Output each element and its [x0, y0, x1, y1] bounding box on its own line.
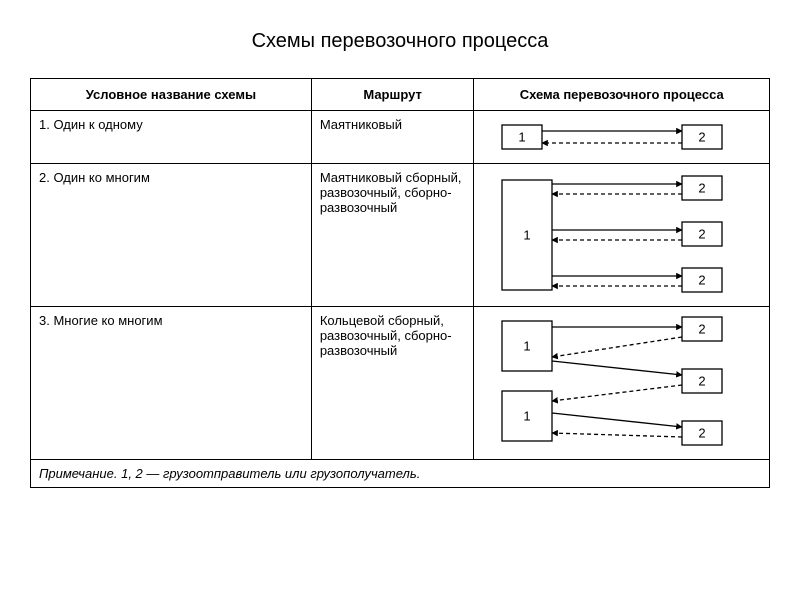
schemes-table: Условное название схемы Маршрут Схема пе…: [30, 78, 770, 488]
svg-text:2: 2: [699, 374, 706, 389]
page-title: Схемы перевозочного процесса: [30, 30, 770, 53]
route-type: Кольцевой сборный, развозочный, сборно-р…: [311, 307, 474, 460]
svg-text:2: 2: [699, 273, 706, 288]
diagram-cell: 12: [474, 111, 770, 164]
svg-text:2: 2: [699, 130, 706, 145]
table-header-row: Условное название схемы Маршрут Схема пе…: [31, 79, 770, 111]
note-text: Примечание. 1, 2 — грузоотправитель или …: [31, 460, 770, 488]
table-row: 3. Многие ко многимКольцевой сборный, ра…: [31, 307, 770, 460]
svg-text:2: 2: [699, 322, 706, 337]
svg-text:1: 1: [524, 339, 531, 354]
col-header-route: Маршрут: [311, 79, 474, 111]
col-header-name: Условное название схемы: [31, 79, 312, 111]
diagram-one-to-many: 1 2 2 2: [482, 170, 742, 300]
diagram-cell: 1 1 2 2 2: [474, 307, 770, 460]
scheme-name: 2. Один ко многим: [31, 164, 312, 307]
col-header-diagram: Схема перевозочного процесса: [474, 79, 770, 111]
svg-text:2: 2: [699, 181, 706, 196]
diagram-many-to-many: 1 1 2 2 2: [482, 313, 742, 453]
svg-text:1: 1: [519, 130, 526, 145]
table-row: 2. Один ко многимМаятниковый сборный, ра…: [31, 164, 770, 307]
scheme-name: 3. Многие ко многим: [31, 307, 312, 460]
svg-text:1: 1: [524, 409, 531, 424]
note-row: Примечание. 1, 2 — грузоотправитель или …: [31, 460, 770, 488]
route-type: Маятниковый: [311, 111, 474, 164]
scheme-name: 1. Один к одному: [31, 111, 312, 164]
svg-text:2: 2: [699, 227, 706, 242]
route-type: Маятниковый сборный, развозочный, сборно…: [311, 164, 474, 307]
table-row: 1. Один к одномуМаятниковый12: [31, 111, 770, 164]
svg-text:1: 1: [524, 228, 531, 243]
diagram-cell: 1 2 2 2: [474, 164, 770, 307]
diagram-one-to-one: 12: [482, 117, 742, 157]
svg-text:2: 2: [699, 426, 706, 441]
